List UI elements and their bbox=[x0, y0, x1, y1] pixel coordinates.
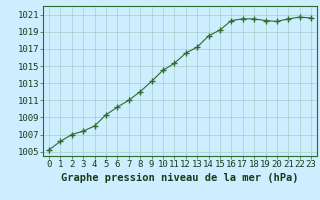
X-axis label: Graphe pression niveau de la mer (hPa): Graphe pression niveau de la mer (hPa) bbox=[61, 173, 299, 183]
